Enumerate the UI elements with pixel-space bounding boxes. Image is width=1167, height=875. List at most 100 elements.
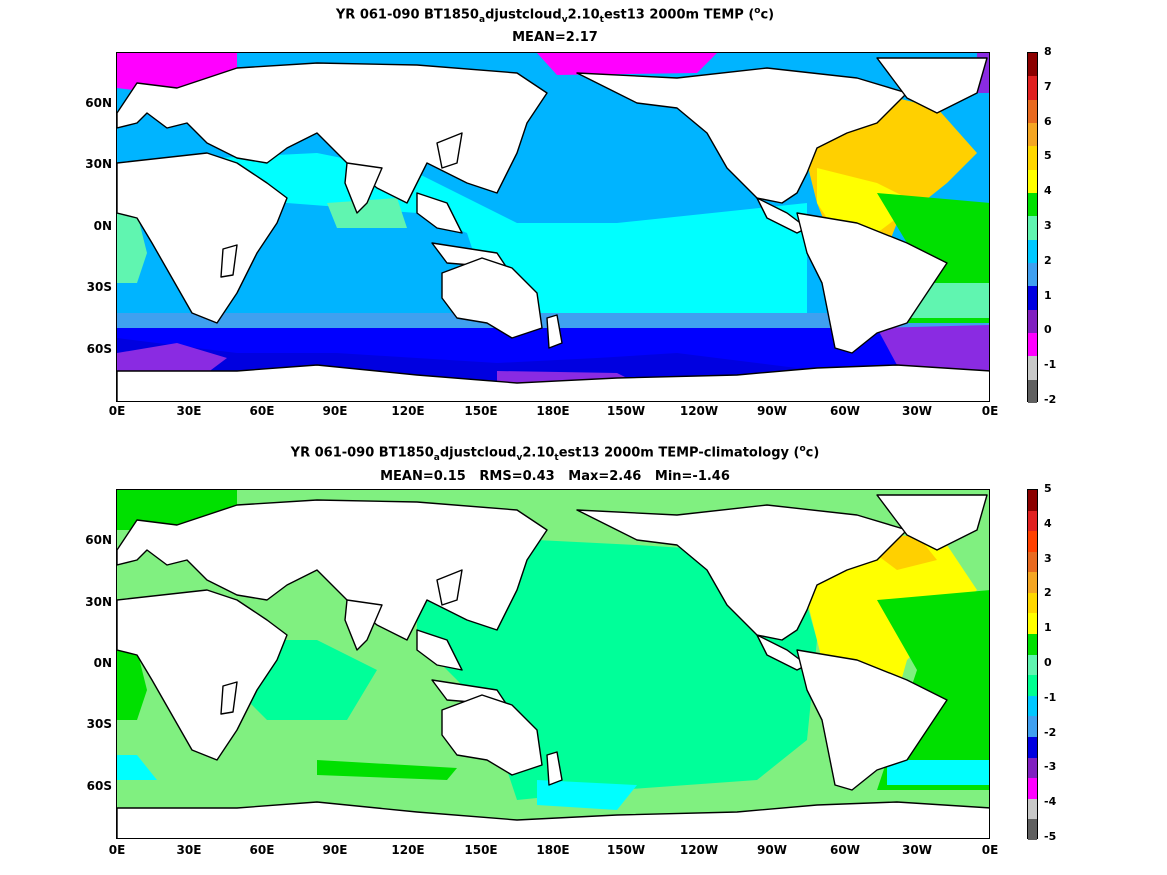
colorbar-tick-label: -1	[1044, 358, 1057, 372]
colorbar-segment	[1028, 53, 1037, 77]
colorbar-tick-label: -2	[1044, 393, 1057, 406]
x-tick-label: 0E	[108, 843, 126, 857]
title-part: YR 061-090 BT1850	[290, 445, 434, 461]
x-tick-label: 150E	[464, 404, 498, 418]
colorbar-segment	[1028, 332, 1037, 357]
x-tick-label: 180E	[536, 843, 570, 857]
title-part: djustcloud	[439, 445, 517, 461]
title-part: YR 061-090 BT1850	[335, 7, 479, 23]
panel1-subtitle: MEAN=2.17	[512, 30, 598, 45]
title-sup: o	[754, 6, 761, 16]
colorbar-tick-label: 6	[1044, 114, 1052, 128]
x-tick-label: 0E	[981, 404, 999, 418]
title-sub: t	[599, 14, 604, 25]
y-tick-label: 30S	[86, 717, 112, 731]
title-sub: a	[478, 14, 486, 25]
x-tick-label: 30W	[902, 404, 932, 418]
colorbar-tick-label: 4	[1044, 516, 1052, 530]
colorbar-tick-label: 0	[1044, 323, 1052, 337]
colorbar-tick-label: 5	[1044, 149, 1052, 163]
colorbar-tick-label: 2	[1044, 253, 1052, 267]
colorbar-segment	[1028, 262, 1037, 287]
title-part: est13 2000m TEMP-climatology (	[558, 445, 800, 461]
x-tick-label: 120W	[679, 843, 719, 857]
x-tick-label: 60W	[830, 843, 860, 857]
x-tick-label: 180E	[536, 404, 570, 418]
x-tick-label: 30E	[176, 843, 202, 857]
colorbar-segment	[1028, 356, 1037, 380]
colorbar-tick-label: 1	[1044, 621, 1052, 635]
x-tick-label: 90W	[757, 843, 787, 857]
colorbar-segment	[1028, 490, 1037, 511]
y-tick-label: 0N	[93, 219, 112, 233]
title-sup: o	[799, 444, 806, 454]
colorbar-segment	[1028, 634, 1037, 655]
title-sub: t	[554, 452, 559, 463]
colorbar-segment	[1028, 695, 1037, 717]
title-part: 2.10	[567, 7, 600, 23]
panel1-colorbar	[1027, 52, 1038, 403]
colorbar-segment	[1028, 613, 1037, 635]
colorbar-tick-label: 8	[1044, 45, 1052, 58]
colorbar-segment	[1028, 572, 1037, 593]
title-sub: v	[561, 14, 568, 25]
title-sub: v	[516, 452, 523, 463]
panel1-map	[116, 52, 990, 402]
colorbar-segment	[1028, 309, 1037, 333]
x-tick-label: 60E	[249, 843, 275, 857]
y-tick-label: 0N	[93, 656, 112, 670]
panel2-colorbar	[1027, 489, 1038, 840]
colorbar-segment	[1028, 551, 1037, 573]
y-tick-label: 60S	[86, 342, 112, 356]
x-tick-label: 120E	[391, 404, 425, 418]
colorbar-segment	[1028, 122, 1037, 147]
y-tick-label: 30S	[86, 280, 112, 294]
y-tick-label: 60N	[85, 533, 112, 547]
title-part: djustcloud	[485, 7, 562, 23]
x-tick-label: 60W	[830, 404, 860, 418]
colorbar-tick-label: 1	[1044, 288, 1052, 302]
colorbar-tick-label: -4	[1044, 795, 1057, 809]
y-tick-label: 30N	[85, 157, 112, 171]
x-tick-label: 150W	[606, 404, 646, 418]
colorbar-segment	[1028, 778, 1037, 799]
x-tick-label: 120E	[391, 843, 425, 857]
title-sub: a	[433, 452, 440, 463]
x-tick-label: 30E	[176, 404, 202, 418]
colorbar-segment	[1028, 531, 1037, 552]
colorbar-tick-label: -5	[1044, 830, 1057, 843]
colorbar-tick-label: 5	[1044, 482, 1052, 495]
colorbar-segment	[1028, 146, 1037, 170]
panel2-subtitle: MEAN=0.15 RMS=0.43 Max=2.46 Min=-1.46	[380, 469, 730, 484]
colorbar-tick-label: -3	[1044, 760, 1057, 774]
colorbar-segment	[1028, 239, 1037, 263]
x-tick-label: 90E	[322, 843, 348, 857]
colorbar-tick-label: 0	[1044, 656, 1052, 669]
x-tick-label: 60E	[249, 404, 275, 418]
colorbar-segment	[1028, 286, 1037, 310]
colorbar-segment	[1028, 798, 1037, 820]
colorbar-segment	[1028, 99, 1037, 123]
colorbar-segment	[1028, 757, 1037, 779]
y-tick-label: 60N	[85, 96, 112, 110]
colorbar-segment	[1028, 169, 1037, 193]
colorbar-segment	[1028, 216, 1037, 240]
y-tick-label: 60S	[86, 779, 112, 793]
colorbar-segment	[1028, 592, 1037, 614]
colorbar-segment	[1028, 716, 1037, 737]
colorbar-segment	[1028, 736, 1037, 758]
panel2-title: YR 061-090 BT1850adjustcloudv2.10test13 …	[0, 444, 1110, 463]
x-tick-label: 90W	[757, 404, 787, 418]
colorbar-tick-label: -1	[1044, 690, 1057, 704]
colorbar-segment	[1028, 379, 1037, 403]
colorbar-tick-label: 3	[1044, 551, 1052, 565]
x-tick-label: 0E	[981, 843, 999, 857]
x-tick-label: 150W	[606, 843, 646, 857]
colorbar-segment	[1028, 76, 1037, 100]
colorbar-segment	[1028, 192, 1037, 217]
colorbar-tick-label: 7	[1044, 79, 1052, 93]
panel1-title: YR 061-090 BT1850adjustcloudv2.10test13 …	[0, 6, 1110, 25]
colorbar-tick-label: 2	[1044, 586, 1052, 600]
x-tick-label: 90E	[322, 404, 348, 418]
title-part: c)	[760, 7, 775, 23]
